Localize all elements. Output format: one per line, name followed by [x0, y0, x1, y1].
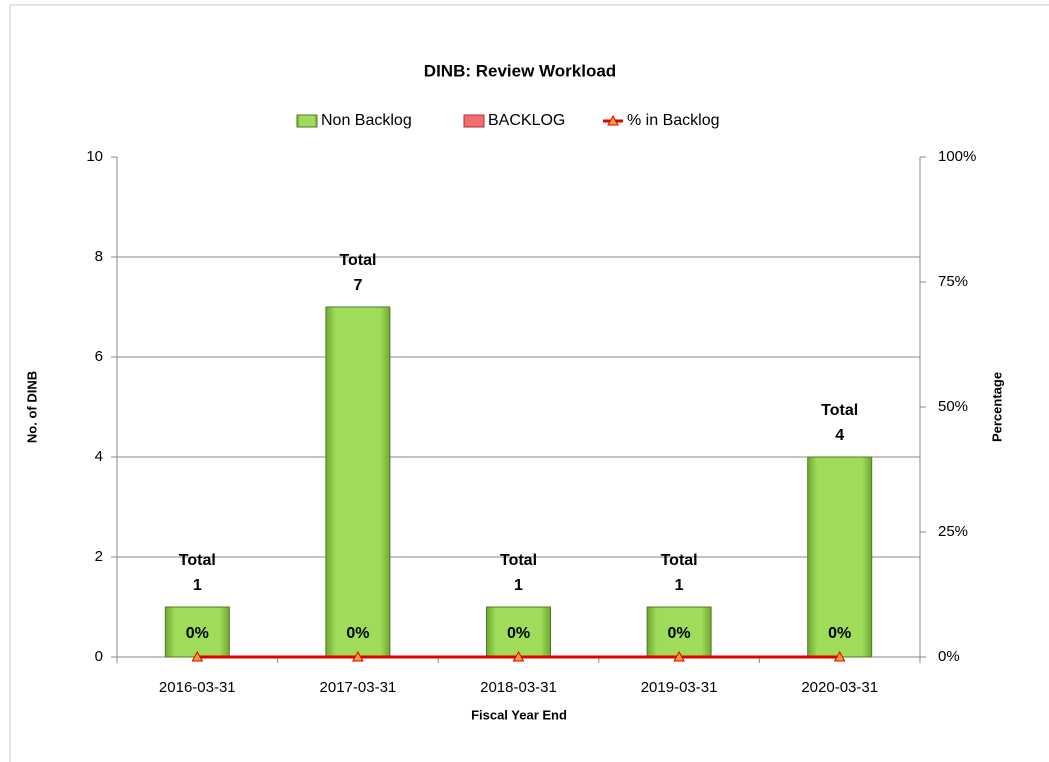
- y-tick-label: 6: [95, 348, 103, 365]
- y2-tick-label: 25%: [938, 523, 968, 540]
- y-tick-label: 10: [86, 148, 103, 165]
- x-tick-label: 2019-03-31: [641, 679, 718, 696]
- chart-title: DINB: Review Workload: [424, 61, 616, 80]
- total-label: Total: [661, 552, 698, 569]
- total-label: Total: [179, 552, 216, 569]
- total-label: Total: [821, 402, 858, 419]
- total-value: 1: [675, 577, 684, 594]
- x-tick-label: 2016-03-31: [159, 679, 236, 696]
- y2-tick-label: 50%: [938, 398, 968, 415]
- line-marker: [352, 650, 364, 662]
- x-axis-title: Fiscal Year End: [471, 707, 567, 722]
- line-marker: [191, 650, 204, 662]
- value-label: 0%: [346, 625, 369, 642]
- line-marker: [673, 650, 685, 662]
- line-marker: [512, 650, 525, 662]
- bar: [164, 606, 230, 658]
- bar: [325, 306, 391, 658]
- total-value: 4: [835, 427, 844, 444]
- value-label: 0%: [186, 625, 209, 642]
- y-tick-label: 2: [95, 548, 103, 565]
- total-value: 7: [353, 277, 362, 294]
- value-label: 0%: [507, 625, 530, 642]
- x-tick-label: 2018-03-31: [480, 679, 557, 696]
- y2-axis-title: Percentage: [989, 372, 1004, 442]
- y2-tick-label: 0%: [938, 648, 960, 665]
- value-label: 0%: [828, 625, 851, 642]
- y2-tick-label: 100%: [938, 148, 976, 165]
- legend-swatch: [463, 114, 485, 128]
- y2-tick-label: 75%: [938, 273, 968, 290]
- x-tick-label: 2020-03-31: [801, 679, 878, 696]
- bar: [486, 606, 551, 658]
- legend-label: BACKLOG: [488, 112, 565, 129]
- legend-label: % in Backlog: [627, 112, 720, 129]
- total-label: Total: [339, 252, 376, 269]
- line-marker: [833, 650, 846, 662]
- total-value: 1: [193, 577, 202, 594]
- legend-marker: [607, 114, 619, 126]
- total-value: 1: [514, 577, 523, 594]
- bar: [646, 606, 712, 658]
- y-tick-label: 8: [95, 248, 103, 265]
- legend-label: Non Backlog: [321, 112, 412, 129]
- x-tick-label: 2017-03-31: [320, 679, 397, 696]
- total-label: Total: [500, 552, 537, 569]
- value-label: 0%: [668, 625, 691, 642]
- y-tick-label: 0: [95, 648, 103, 665]
- y-tick-label: 4: [95, 448, 103, 465]
- y-axis-title: No. of DINB: [24, 371, 39, 443]
- legend-swatch: [296, 114, 318, 128]
